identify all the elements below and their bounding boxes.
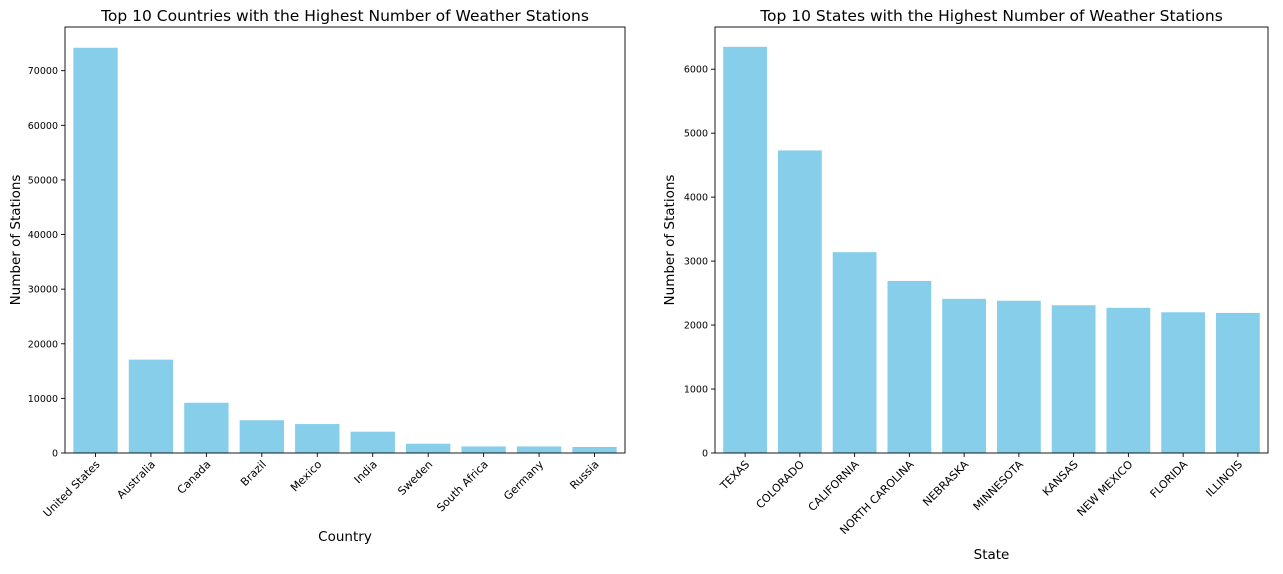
x-tick-label: COLORADO <box>754 458 808 512</box>
x-tick-label: Mexico <box>288 458 325 495</box>
y-tick-label: 30000 <box>28 285 58 296</box>
x-tick-label: Russia <box>567 458 601 492</box>
y-tick-label: 0 <box>702 449 708 460</box>
bar-sweden <box>405 443 451 453</box>
y-tick-label: 3000 <box>684 257 708 268</box>
bar-india <box>350 431 395 453</box>
x-tick-label: ILLINOIS <box>1203 458 1245 500</box>
x-tick-label: MINNESOTA <box>971 458 1027 514</box>
bar-south-africa <box>461 446 506 453</box>
y-tick-label: 20000 <box>28 339 58 350</box>
chart-title: Top 10 Countries with the Highest Number… <box>100 7 589 25</box>
bar-germany <box>516 446 562 453</box>
chart-1: Top 10 Countries with the Highest Number… <box>8 7 626 545</box>
y-axis-label: Number of Stations <box>662 175 678 306</box>
bar-united-states <box>73 47 118 453</box>
bar-colorado <box>777 150 822 454</box>
x-tick-label: NEW MEXICO <box>1075 458 1136 519</box>
bar-texas <box>723 46 768 453</box>
plot-frame <box>714 26 1269 454</box>
x-tick-label: FLORIDA <box>1148 458 1191 501</box>
x-tick-label: Australia <box>114 458 158 502</box>
x-tick-label: Brazil <box>238 458 269 489</box>
x-tick-label: KANSAS <box>1040 458 1081 499</box>
bar-kansas <box>1051 305 1096 453</box>
x-tick-label: Sweden <box>395 458 435 498</box>
x-axis-label: State <box>974 547 1010 563</box>
y-tick-label: 70000 <box>28 66 58 77</box>
bar-russia <box>572 446 617 453</box>
bar-canada <box>184 402 229 453</box>
bar-mexico <box>295 424 340 453</box>
bar-florida <box>1161 312 1206 453</box>
x-axis-label: Country <box>318 529 372 545</box>
y-tick-label: 6000 <box>684 65 708 76</box>
y-tick-label: 1000 <box>684 385 708 396</box>
chart-title: Top 10 States with the Highest Number of… <box>759 7 1223 25</box>
x-tick-label: TEXAS <box>717 458 752 493</box>
x-tick-label: Canada <box>175 458 214 497</box>
bar-north-carolina <box>887 280 932 453</box>
x-tick-label: India <box>352 458 380 486</box>
bar-california <box>832 252 877 453</box>
y-tick-label: 0 <box>52 449 58 460</box>
chart-2: Top 10 States with the Highest Number of… <box>662 7 1269 563</box>
x-tick-label: Germany <box>501 458 546 503</box>
y-tick-label: 50000 <box>28 175 58 186</box>
y-tick-label: 2000 <box>684 321 708 332</box>
y-tick-label: 60000 <box>28 121 58 132</box>
y-tick-label: 10000 <box>28 394 58 405</box>
x-tick-label: United States <box>41 458 103 520</box>
bar-brazil <box>239 420 285 453</box>
x-tick-label: South Africa <box>434 458 490 514</box>
bar-illinois <box>1215 312 1260 453</box>
plot-frame <box>64 26 626 454</box>
bar-new-mexico <box>1106 307 1151 453</box>
y-axis-label: Number of Stations <box>8 175 24 306</box>
bar-australia <box>128 359 174 453</box>
y-tick-label: 5000 <box>684 129 708 140</box>
x-tick-label: NEBRASKA <box>920 458 971 509</box>
x-tick-label: CALIFORNIA <box>806 458 862 514</box>
bar-minnesota <box>996 300 1041 453</box>
bar-nebraska <box>942 298 987 453</box>
y-tick-label: 40000 <box>28 230 58 241</box>
y-tick-label: 4000 <box>684 193 708 204</box>
